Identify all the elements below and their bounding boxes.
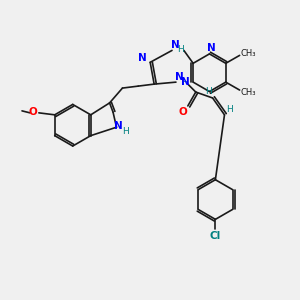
- Text: CH₃: CH₃: [241, 88, 256, 97]
- Text: O: O: [28, 107, 37, 117]
- Text: H: H: [178, 45, 184, 54]
- Text: N: N: [175, 72, 183, 82]
- Text: Cl: Cl: [210, 231, 221, 241]
- Text: H: H: [122, 127, 129, 136]
- Text: CH₃: CH₃: [241, 49, 256, 58]
- Text: H: H: [182, 78, 188, 87]
- Text: O: O: [178, 107, 187, 117]
- Text: N: N: [207, 43, 216, 53]
- Text: H: H: [205, 87, 212, 96]
- Text: N: N: [171, 40, 179, 50]
- Text: N: N: [181, 77, 190, 87]
- Text: H: H: [226, 105, 233, 114]
- Text: N: N: [138, 53, 147, 63]
- Text: N: N: [114, 121, 123, 131]
